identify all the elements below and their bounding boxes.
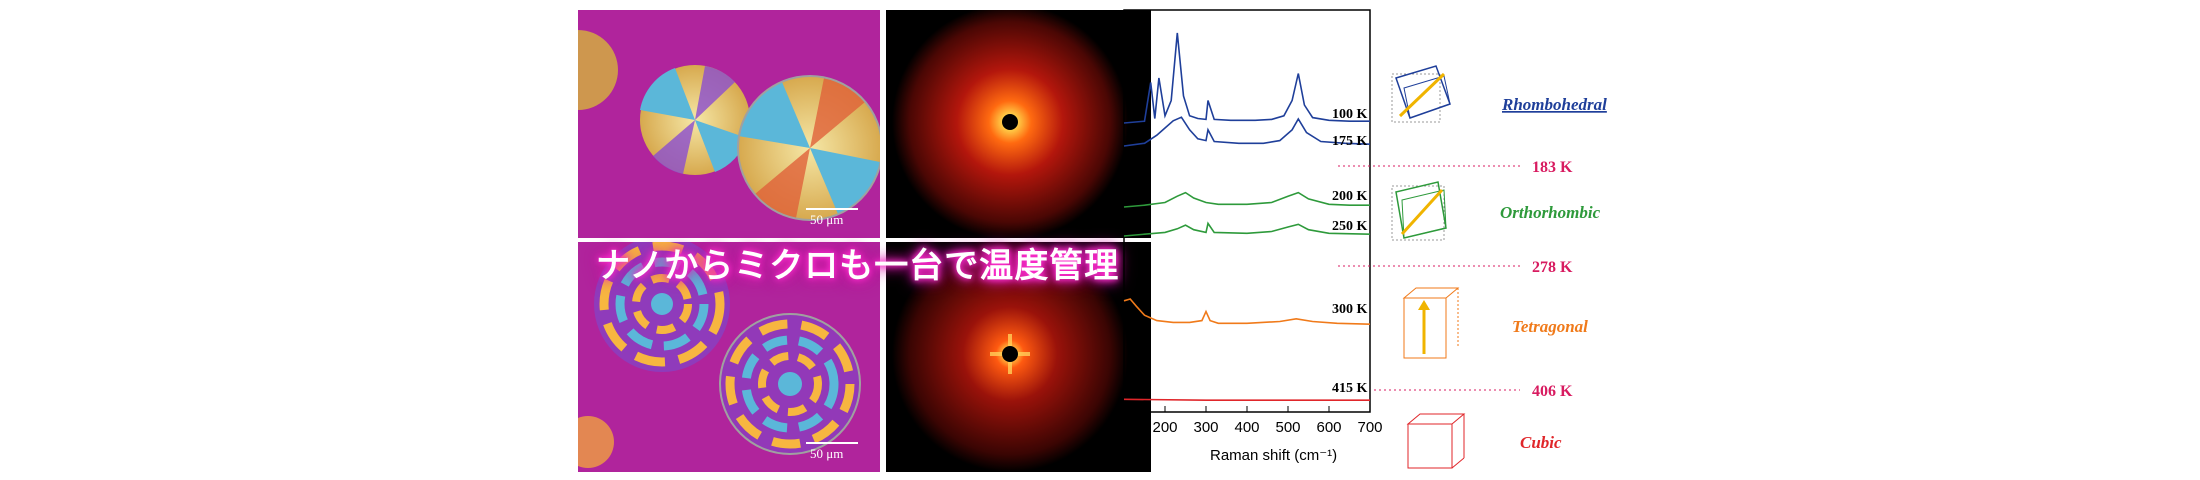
overlay-caption: ナノからミクロも一台で温度管理 <box>596 246 1120 286</box>
x-axis-label: Raman shift (cm⁻¹) <box>1210 447 1337 464</box>
x-tick-label: 100 <box>1120 419 1137 436</box>
scalebar-label-bottom: 50 μm <box>810 446 844 461</box>
phase-label-cubic: Cubic <box>1520 433 1562 452</box>
phase-label-rhombohedral: Rhombohedral <box>1501 95 1607 114</box>
x-tick-label: 700 <box>1357 419 1382 436</box>
x-tick-label: 300 <box>1193 419 1218 436</box>
temperature-label: 250 K <box>1332 219 1368 234</box>
spectrum-line-175k <box>1123 116 1371 147</box>
cubic-cube-icon <box>1406 413 1466 469</box>
spectrum-line-250k <box>1123 221 1371 237</box>
transition-label-406: 406 K <box>1532 383 1573 400</box>
x-tick-label: 400 <box>1234 419 1259 436</box>
spectrum-line-415k <box>1123 398 1370 402</box>
temperature-label: 200 K <box>1332 189 1368 204</box>
scalebar-label-top: 50 μm <box>810 212 844 227</box>
scalebar-line-top <box>806 208 858 210</box>
scattering-pattern-top <box>886 10 1151 238</box>
scattering-image-top <box>892 10 1128 238</box>
spectrum-line-200k <box>1123 191 1370 208</box>
scattering-pattern-bottom <box>886 242 1151 472</box>
spectrum-line-300k <box>1123 298 1371 325</box>
phase-label-tetragonal: Tetragonal <box>1512 317 1588 336</box>
x-tick-label: 600 <box>1316 419 1341 436</box>
banded-spherulite-image <box>578 242 861 468</box>
temperature-label: 415 K <box>1332 381 1368 396</box>
orthorhombic-cube-icon <box>1391 181 1447 241</box>
x-tick-label: 500 <box>1275 419 1300 436</box>
x-axis: 100 200 300 400 500 600 700 <box>1120 65 1383 436</box>
temperature-label: 300 K <box>1332 302 1368 317</box>
temperature-label: 175 K <box>1332 134 1368 149</box>
spectrum-line-100k <box>1123 32 1370 124</box>
micrograph-top: 50 μm <box>578 10 880 238</box>
spherulite-image-top <box>578 30 880 221</box>
plot-frame <box>1123 9 1371 413</box>
rhombohedral-cube-icon <box>1391 65 1451 123</box>
scalebar-line-bottom <box>806 442 858 444</box>
phase-label-orthorhombic: Orthorhombic <box>1500 203 1601 222</box>
raman-chart: 100 200 300 400 500 600 700 Raman shift (cm⁻¹)… <box>1120 9 1607 469</box>
micrograph-bottom: 50 μm <box>578 242 880 472</box>
x-tick-label: 200 <box>1152 419 1177 436</box>
temperature-label: 100 K <box>1332 107 1368 122</box>
series-layer <box>1123 32 1371 402</box>
transition-label-278: 278 K <box>1532 259 1573 276</box>
transition-label-183: 183 K <box>1532 159 1573 176</box>
scattering-image-bottom <box>892 242 1128 472</box>
tetragonal-cube-icon <box>1402 287 1460 359</box>
temperature-labels: 100 K 175 K 200 K 250 K 300 K 415 K <box>1332 107 1368 396</box>
